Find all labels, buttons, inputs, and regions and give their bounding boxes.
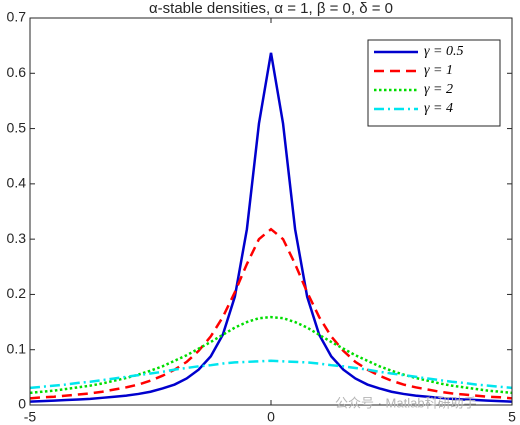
series-line bbox=[29, 315, 513, 395]
x-tick-label: -5 bbox=[24, 409, 37, 425]
y-tick-label: 0 bbox=[18, 396, 26, 412]
y-tick-label: 0.4 bbox=[7, 175, 27, 191]
watermark: 公众号 · Matlab科研助手 bbox=[335, 395, 477, 410]
y-tick-label: 0.6 bbox=[7, 64, 27, 80]
series-line bbox=[29, 227, 513, 400]
y-tick-label: 0.2 bbox=[7, 285, 27, 301]
series-line bbox=[29, 359, 513, 390]
x-tick-label: 0 bbox=[267, 409, 275, 425]
legend-label: γ = 4 bbox=[424, 101, 453, 116]
y-tick-label: 0.3 bbox=[7, 230, 27, 246]
legend-label: γ = 0.5 bbox=[424, 44, 463, 59]
x-tick-label: 5 bbox=[508, 409, 516, 425]
y-tick-label: 0.7 bbox=[7, 9, 27, 25]
y-tick-label: 0.1 bbox=[7, 340, 27, 356]
legend-label: γ = 2 bbox=[424, 82, 453, 97]
axes-box bbox=[29, 17, 513, 406]
chart-title: α-stable densities, α = 1, β = 0, δ = 0 bbox=[149, 0, 393, 17]
y-tick-label: 0.5 bbox=[7, 119, 27, 135]
legend-label: γ = 1 bbox=[424, 63, 453, 78]
series-line bbox=[29, 52, 513, 403]
legend-box bbox=[367, 39, 501, 127]
